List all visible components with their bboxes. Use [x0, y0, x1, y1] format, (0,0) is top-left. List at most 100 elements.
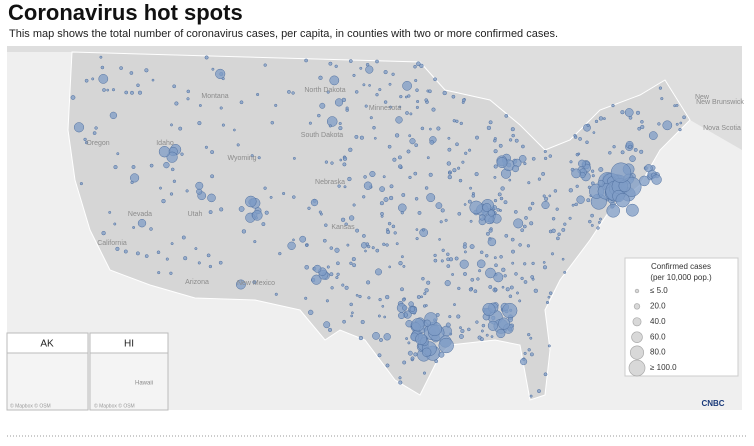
- county-bubble: [211, 67, 215, 71]
- state-label: North Dakota: [304, 87, 345, 94]
- county-bubble: [278, 251, 282, 256]
- county-bubble: [84, 140, 89, 145]
- county-bubble: [548, 291, 553, 295]
- county-bubble: [561, 227, 566, 232]
- county-bubble: [678, 127, 682, 132]
- state-label: Arizona: [185, 279, 209, 286]
- county-bubble: [569, 160, 573, 164]
- county-bubble: [130, 90, 134, 95]
- county-bubble: [452, 119, 456, 123]
- county-bubble: [204, 55, 209, 60]
- county-bubble: [459, 259, 469, 269]
- county-bubble: [493, 272, 504, 283]
- county-bubble: [327, 327, 333, 332]
- county-bubble: [407, 94, 411, 98]
- county-bubble: [518, 299, 522, 303]
- county-bubble: [79, 182, 83, 186]
- county-bubble: [455, 142, 459, 147]
- county-bubble: [436, 126, 441, 131]
- county-bubble: [461, 160, 465, 164]
- county-bubble: [537, 389, 541, 394]
- county-bubble: [529, 394, 533, 398]
- state-label: Nevada: [128, 211, 152, 218]
- county-bubble: [392, 157, 397, 162]
- county-bubble: [381, 304, 385, 308]
- county-bubble: [342, 156, 348, 161]
- state-label: New Mexico: [237, 280, 275, 287]
- county-bubble: [402, 264, 406, 268]
- county-bubble: [592, 131, 596, 134]
- county-bubble: [198, 104, 202, 107]
- county-bubble: [439, 220, 443, 224]
- county-bubble: [485, 231, 490, 236]
- county-bubble: [362, 83, 366, 87]
- county-bubble: [479, 250, 484, 255]
- county-bubble: [458, 178, 463, 183]
- county-bubble: [464, 151, 468, 155]
- county-bubble: [352, 203, 356, 207]
- county-bubble: [425, 304, 428, 307]
- county-bubble: [577, 152, 581, 156]
- county-bubble: [377, 314, 381, 318]
- county-bubble: [447, 174, 452, 180]
- county-bubble: [514, 138, 519, 143]
- county-bubble: [541, 200, 550, 210]
- county-bubble: [383, 315, 387, 319]
- county-bubble: [364, 104, 368, 108]
- county-bubble: [479, 337, 484, 342]
- county-bubble: [348, 215, 355, 221]
- county-bubble: [322, 238, 327, 243]
- county-bubble: [348, 59, 353, 63]
- county-bubble: [358, 294, 362, 299]
- county-bubble: [398, 312, 405, 320]
- inset-place: Hawaii: [135, 381, 153, 387]
- county-bubble: [675, 103, 679, 107]
- county-bubble: [574, 202, 578, 207]
- state-label: Nova Scotia: [703, 125, 741, 132]
- county-bubble: [415, 228, 419, 231]
- county-bubble: [445, 322, 451, 328]
- county-bubble: [274, 292, 278, 296]
- county-bubble: [424, 186, 429, 190]
- county-bubble: [521, 144, 525, 149]
- county-bubble: [324, 223, 328, 227]
- county-bubble: [378, 88, 382, 92]
- county-bubble: [482, 302, 496, 317]
- county-bubble: [475, 135, 479, 140]
- legend-bubble: [633, 303, 641, 310]
- county-bubble: [467, 199, 472, 204]
- county-bubble: [347, 176, 352, 182]
- county-bubble: [415, 333, 427, 345]
- county-bubble: [256, 92, 260, 97]
- county-bubble: [498, 143, 503, 148]
- state-label: Kansas: [331, 224, 355, 231]
- county-bubble: [338, 126, 343, 131]
- county-bubble: [253, 240, 257, 244]
- county-bubble: [563, 222, 567, 226]
- county-bubble: [215, 68, 226, 79]
- county-bubble: [204, 145, 208, 149]
- county-bubble: [463, 250, 467, 254]
- county-bubble: [629, 155, 636, 162]
- county-bubble: [111, 88, 116, 92]
- county-bubble: [626, 203, 639, 217]
- county-bubble: [170, 167, 175, 172]
- county-bubble: [363, 181, 373, 190]
- county-bubble: [398, 105, 402, 109]
- county-bubble: [400, 287, 404, 292]
- legend-bubble: [628, 359, 646, 377]
- county-bubble: [165, 257, 169, 261]
- county-bubble: [385, 363, 390, 368]
- county-bubble: [438, 238, 441, 241]
- county-bubble: [438, 337, 454, 354]
- county-bubble: [157, 271, 161, 275]
- county-bubble: [194, 247, 198, 251]
- county-bubble: [428, 172, 433, 177]
- county-bubble: [508, 294, 513, 299]
- county-bubble: [304, 265, 309, 270]
- county-bubble: [210, 174, 215, 179]
- county-bubble: [378, 297, 382, 302]
- county-bubble: [556, 236, 560, 241]
- county-bubble: [640, 120, 644, 124]
